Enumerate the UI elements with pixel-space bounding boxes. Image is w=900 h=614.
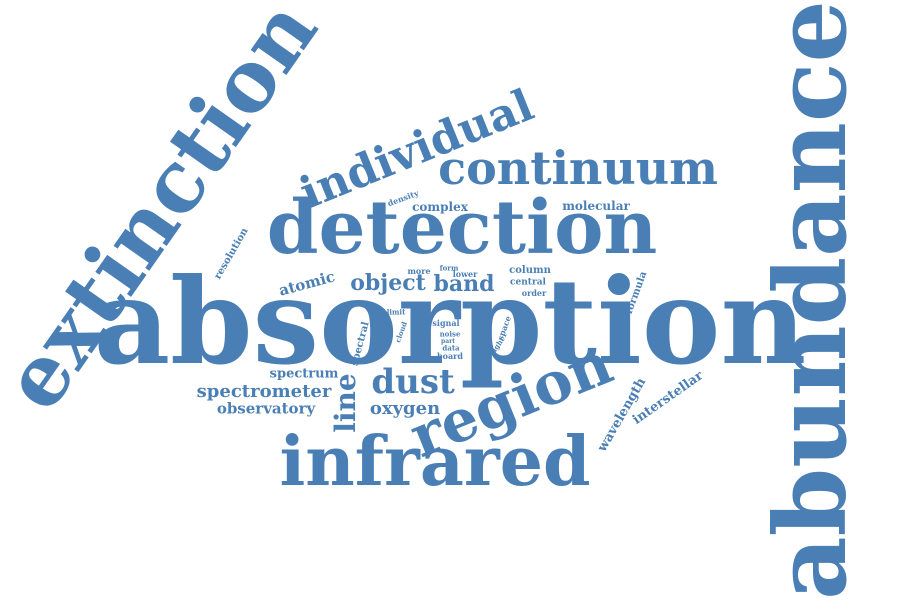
word-molecular: molecular bbox=[562, 199, 630, 213]
word-abundance: abundance bbox=[754, 0, 869, 600]
word-form: form bbox=[439, 263, 459, 273]
word-board: board bbox=[437, 351, 463, 361]
word-more: more bbox=[407, 266, 431, 276]
word-signal: signal bbox=[432, 318, 460, 328]
word-complex: complex bbox=[412, 200, 468, 214]
word-column: column bbox=[509, 265, 551, 276]
word-line: line bbox=[329, 373, 362, 433]
word-detection: detection bbox=[266, 185, 658, 271]
word-data: data bbox=[442, 343, 460, 353]
word-lower: lower bbox=[452, 269, 478, 279]
word-observatory: observatory bbox=[216, 399, 316, 418]
word-spectrometer: spectrometer bbox=[196, 381, 332, 402]
word-continuum: continuum bbox=[438, 141, 718, 195]
word-oxygen: oxygen bbox=[369, 398, 441, 419]
word-object: object bbox=[350, 270, 426, 296]
word-infrared: infrared bbox=[279, 422, 591, 502]
word-absorption: absorption bbox=[93, 252, 807, 391]
word-noise: noise bbox=[439, 329, 461, 339]
word-band: band bbox=[433, 271, 495, 297]
word-dust: dust bbox=[371, 362, 455, 402]
word-limit: limit bbox=[386, 307, 406, 317]
word-part: part bbox=[440, 338, 456, 345]
word-order: order bbox=[521, 288, 547, 298]
word-spectrum: spectrum bbox=[269, 366, 339, 382]
word-central: central bbox=[510, 277, 546, 288]
